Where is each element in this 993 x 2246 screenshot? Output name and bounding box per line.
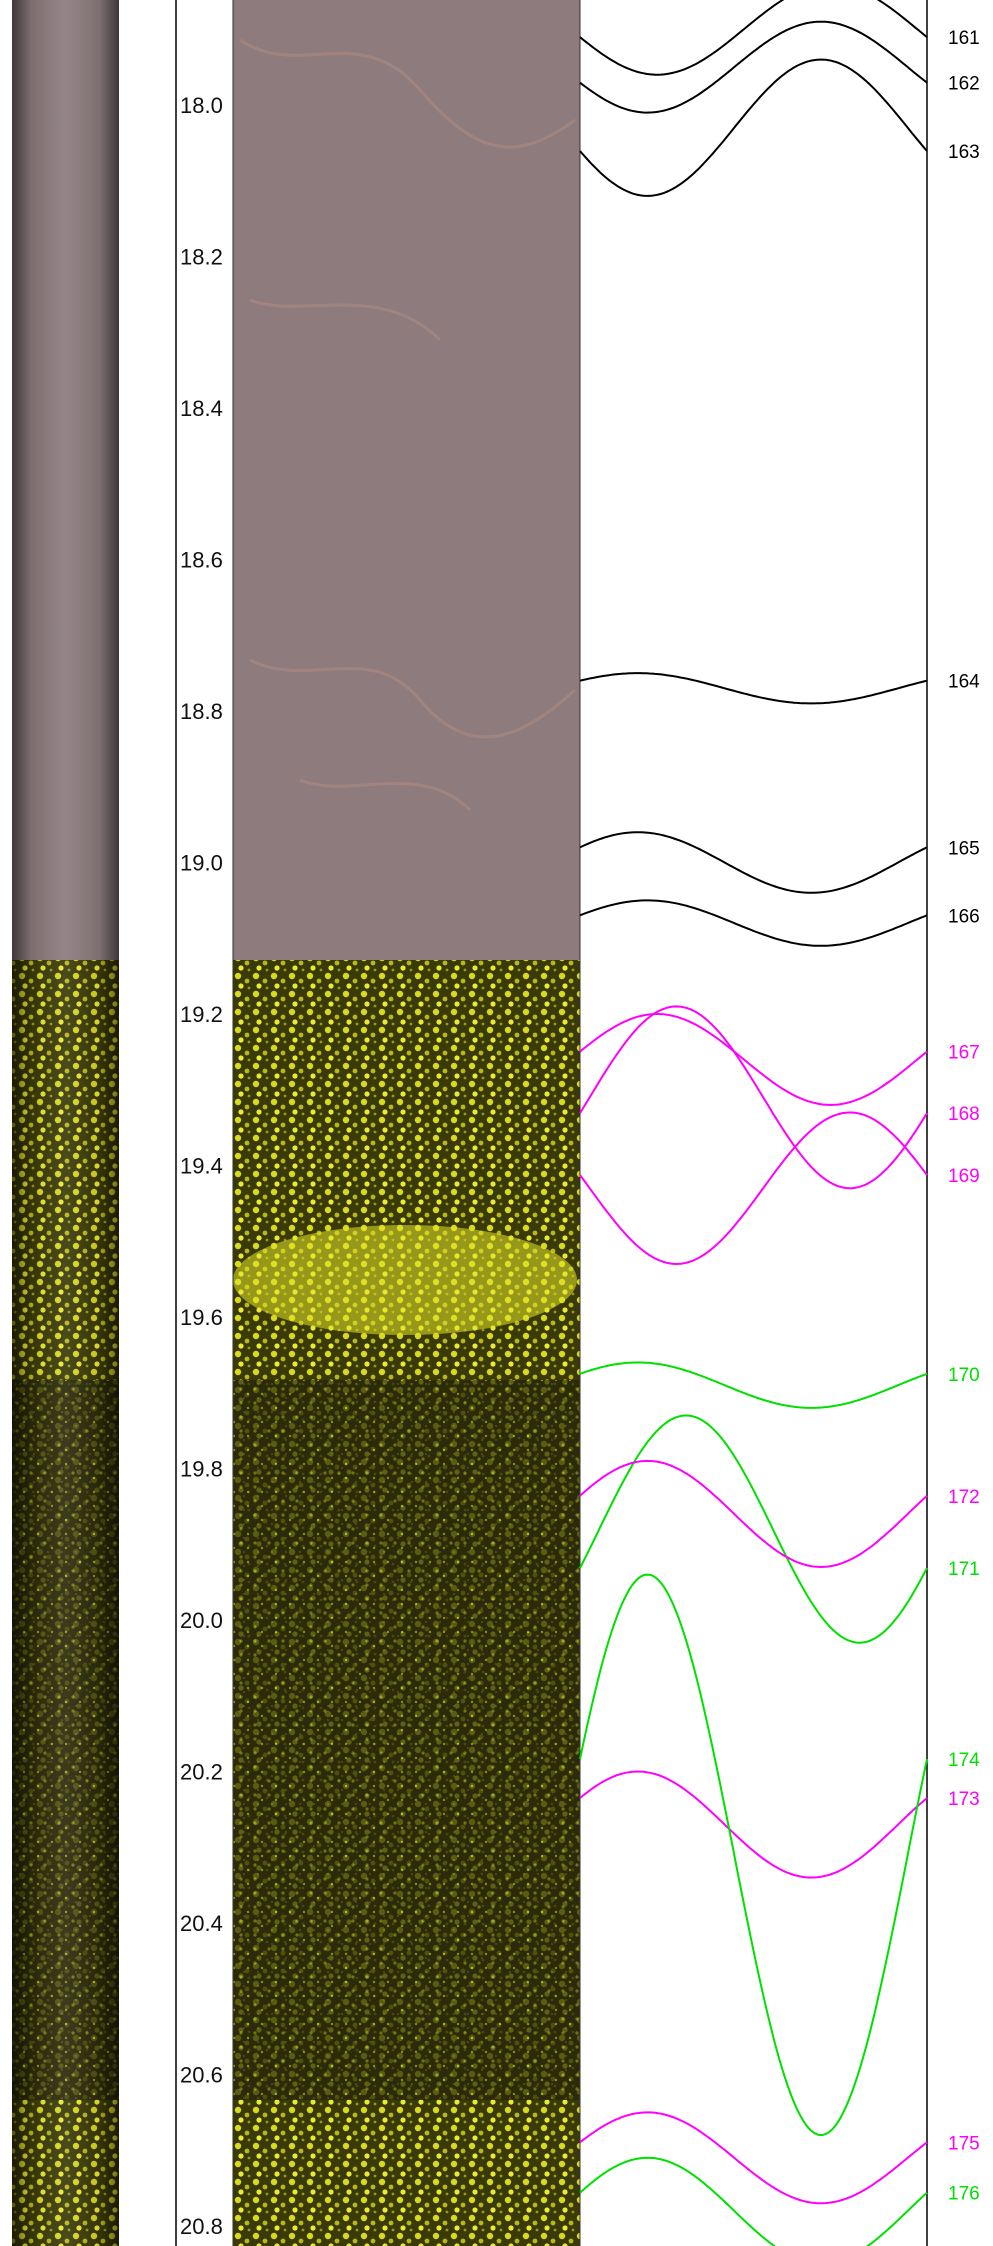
depth-tick-label: 19.4: [180, 1154, 223, 1179]
feature-trace-164: [579, 672, 928, 705]
feature-trace-165: [579, 831, 928, 894]
feature-label-168: 168: [948, 1104, 980, 1125]
feature-trace-176: [579, 2156, 928, 2246]
feature-trace-171: [579, 1414, 928, 1644]
feature-label-162: 162: [948, 74, 980, 95]
feature-trace-172: [579, 1459, 928, 1569]
feature-label-172: 172: [948, 1487, 980, 1508]
feature-trace-168: [579, 1005, 928, 1190]
feature-label-174: 174: [948, 1750, 980, 1771]
depth-tick-label: 18.6: [180, 548, 223, 573]
feature-label-164: 164: [948, 672, 980, 693]
feature-trace-173: [579, 1770, 928, 1879]
feature-trace-166: [579, 899, 928, 947]
feature-label-171: 171: [948, 1559, 980, 1580]
depth-tick-label: 18.8: [180, 699, 223, 724]
depth-tick-label: 19.0: [180, 851, 223, 876]
feature-trace-167: [579, 1013, 928, 1106]
feature-label-161: 161: [948, 28, 980, 49]
depth-tick-label: 20.2: [180, 1760, 223, 1785]
feature-label-175: 175: [948, 2133, 980, 2154]
unrolled-optical-section: [233, 0, 580, 960]
depth-tick-label: 18.0: [180, 93, 223, 118]
feature-label-167: 167: [948, 1043, 980, 1064]
depth-tick-label: 20.4: [180, 1911, 223, 1936]
depth-tick-label: 20.6: [180, 2063, 223, 2088]
unrolled-core-column: [232, 0, 581, 2246]
optical-vein-texture: [239, 38, 577, 812]
feature-trace-175: [579, 2111, 928, 2205]
depth-tick-label: 18.2: [180, 245, 223, 270]
feature-trace-161: [579, 0, 928, 76]
feature-trace-163: [579, 58, 928, 197]
feature-traces: 161 162 163 164 165 166 167 168 169 170 171 172 173 1…: [579, 0, 980, 2246]
feature-trace-170: [579, 1361, 928, 1409]
depth-tick-label: 19.8: [180, 1457, 223, 1482]
feature-label-170: 170: [948, 1365, 980, 1386]
feature-trace-174: [579, 1573, 928, 2137]
depth-tick-label: 18.4: [180, 396, 223, 421]
feature-trace-162: [579, 20, 928, 114]
depth-tick-label: 19.6: [180, 1305, 223, 1330]
depth-tick-label: 19.2: [180, 1002, 223, 1027]
feature-label-173: 173: [948, 1789, 980, 1810]
unrolled-acoustic-dark-zone: [233, 1380, 580, 2100]
feature-label-163: 163: [948, 142, 980, 163]
cylinder-core-column: [12, 0, 119, 2246]
depth-tick-label: 20.0: [180, 1608, 223, 1633]
feature-label-176: 176: [948, 2184, 980, 2205]
feature-label-166: 166: [948, 906, 980, 927]
acoustic-bright-band: [233, 1225, 577, 1335]
depth-axis: 18.0 18.2 18.4 18.6 18.8 19.0 19.2 19.4 19.6 19.8…: [175, 0, 223, 2246]
cylinder-shading: [12, 0, 119, 2246]
feature-label-169: 169: [948, 1166, 980, 1187]
feature-label-165: 165: [948, 838, 980, 859]
feature-trace-169: [579, 1111, 928, 1266]
depth-tick-label: 20.8: [180, 2214, 223, 2239]
